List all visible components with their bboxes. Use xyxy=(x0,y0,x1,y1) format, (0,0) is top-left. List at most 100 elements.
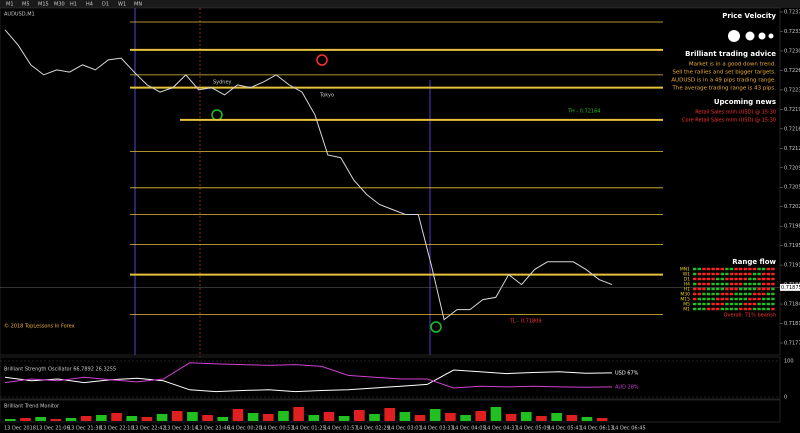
range-dot xyxy=(748,302,752,306)
strength-line xyxy=(4,362,613,389)
x-tick-label: 14 Dec 05:41 xyxy=(548,426,582,432)
trend-bar xyxy=(80,416,92,421)
advice-line: AUDUSD is in a 49 pips trading range. xyxy=(671,78,776,84)
legend-entry: USD 67% xyxy=(615,370,639,376)
current-price-box xyxy=(780,283,800,291)
range-dot xyxy=(762,272,766,276)
range-dot xyxy=(693,297,697,301)
range-dot xyxy=(743,282,747,286)
range-dot xyxy=(716,297,720,301)
range-dot xyxy=(762,282,766,286)
range-dot xyxy=(739,297,743,301)
range-dot xyxy=(729,297,734,301)
range-dot xyxy=(739,302,743,306)
range-dot xyxy=(752,272,757,276)
y-tick-label: 0.72230 xyxy=(784,87,800,93)
trend-bar xyxy=(5,419,16,421)
news-item: Core Retail Sales m/m (USD) @ 15:30 xyxy=(682,118,776,124)
range-dot xyxy=(725,282,729,286)
trend-bar xyxy=(338,416,350,421)
range-dot xyxy=(706,267,711,271)
timeframe-button[interactable]: M5 xyxy=(22,2,30,8)
trend-bar xyxy=(20,418,31,421)
range-dot xyxy=(739,277,743,281)
strength-line xyxy=(4,369,613,393)
trend-bar xyxy=(217,417,229,421)
trend-bar xyxy=(369,414,380,421)
range-dot xyxy=(743,292,747,296)
timeframe-button[interactable]: M15 xyxy=(38,2,49,8)
range-dot xyxy=(771,292,775,296)
range-dot xyxy=(771,287,775,291)
trend-bar xyxy=(354,410,365,421)
x-tick-label: 13 Dec 22:42 xyxy=(132,426,166,432)
y-tick-label: 0.72265 xyxy=(784,68,800,74)
trend-bar xyxy=(111,413,122,421)
range-dot xyxy=(725,287,729,291)
y-tick-label: 100 xyxy=(784,359,794,365)
range-dot xyxy=(693,287,697,291)
range-row-label: MN1 xyxy=(680,267,690,273)
y-tick-label: 0.72195 xyxy=(784,107,800,113)
timeframe-button[interactable]: W1 xyxy=(118,2,126,8)
trend-bar xyxy=(308,415,320,421)
range-dot xyxy=(720,297,724,301)
range-dot xyxy=(693,307,697,311)
range-dot xyxy=(729,272,734,276)
range-dot xyxy=(748,272,752,276)
range-dot xyxy=(706,302,711,306)
trend-bar xyxy=(232,409,244,421)
advice-line: Market is in a good down trend. xyxy=(689,62,776,68)
range-dot xyxy=(706,307,711,311)
range-dot xyxy=(757,267,761,271)
x-tick-label: 13 Dec 23:46 xyxy=(196,426,230,432)
price-chart xyxy=(0,7,781,356)
range-dot xyxy=(757,277,761,281)
range-dot xyxy=(706,292,711,296)
timeframe-button[interactable]: H1 xyxy=(70,2,77,8)
range-dot xyxy=(734,277,738,281)
range-dot xyxy=(734,287,738,291)
timeframe-button[interactable]: M30 xyxy=(54,2,65,8)
range-dot xyxy=(725,277,729,281)
range-dot xyxy=(706,282,711,286)
range-dot xyxy=(720,272,724,276)
range-dot xyxy=(743,297,747,301)
range-dot xyxy=(702,277,706,281)
range-dot xyxy=(725,297,729,301)
trend-bar xyxy=(475,411,487,421)
range-dot xyxy=(720,287,724,291)
x-tick-label: 14 Dec 05:09 xyxy=(516,426,550,432)
range-dot xyxy=(766,287,770,291)
range-dot xyxy=(748,287,752,291)
x-tick-label: 14 Dec 03:33 xyxy=(420,426,454,432)
range-dot xyxy=(748,267,752,271)
timeframe-button[interactable]: D1 xyxy=(102,2,109,8)
range-row-label: H1 xyxy=(684,287,690,293)
range-dot xyxy=(725,267,729,271)
range-dot xyxy=(734,267,738,271)
trend-bar xyxy=(202,415,213,421)
range-dot xyxy=(752,267,757,271)
range-dot xyxy=(766,292,770,296)
oscillator-title: Brilliant Strength Oscillator 66.7892 26… xyxy=(4,367,116,373)
range-dot xyxy=(743,302,747,306)
trend-title: Brilliant Trend Monitor xyxy=(4,404,60,410)
high-marker xyxy=(316,54,328,66)
x-tick-label: 13 Dec 2018 xyxy=(4,426,36,432)
panel-title: Upcoming news xyxy=(714,98,776,106)
range-dot xyxy=(734,302,738,306)
legend-entry: AUD 28% xyxy=(615,384,639,390)
current-price: 0.71875 xyxy=(781,285,800,291)
low-marker xyxy=(430,321,442,333)
timeframe-button[interactable]: M1 xyxy=(6,2,14,8)
range-dot xyxy=(762,302,766,306)
range-row-label: D1 xyxy=(684,277,690,283)
range-dot xyxy=(702,272,706,276)
range-dot xyxy=(720,282,724,286)
timeframe-button[interactable]: H4 xyxy=(86,2,93,8)
range-dot xyxy=(752,307,757,311)
range-dot xyxy=(702,292,706,296)
timeframe-button[interactable]: MN xyxy=(134,2,142,8)
range-dot xyxy=(771,267,775,271)
